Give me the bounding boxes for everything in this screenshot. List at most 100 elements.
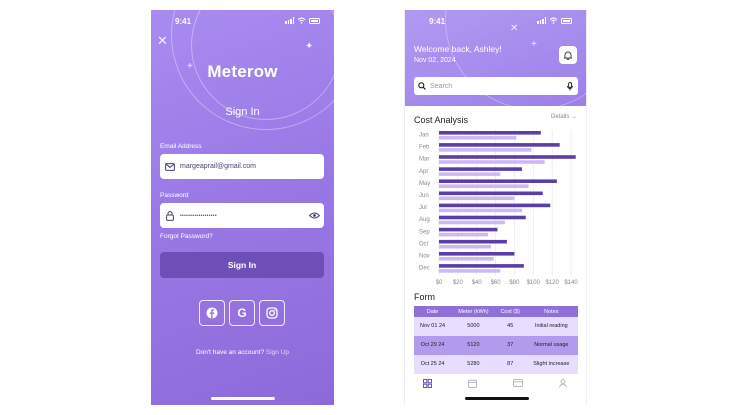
table-row[interactable]: Nov 01 24 5000 45 Initial reading <box>414 317 578 336</box>
bar <box>439 239 507 244</box>
details-link[interactable]: Details → <box>550 114 577 120</box>
signal-icon <box>285 17 294 24</box>
battery-icon <box>309 17 320 24</box>
bar <box>439 196 515 201</box>
home-indicator <box>211 397 275 400</box>
google-icon: G <box>237 306 247 320</box>
bar <box>439 252 515 256</box>
x-tick-label: $120 <box>545 280 559 286</box>
table-cell: Normal usage <box>524 336 578 355</box>
welcome-text: Welcome back, Ashley! <box>414 44 502 54</box>
table-cell: 45 <box>495 317 525 336</box>
facebook-icon <box>206 307 218 319</box>
mail-icon <box>160 162 180 171</box>
table-cell: Initial reading <box>524 317 578 336</box>
dashboard-screen: ✕ + 9:41 Welcome back, Ashley! Nov 02, 2… <box>404 10 587 405</box>
cost-analysis-chart: $0 $20 $40 $60 $80 $100 $120 $140 Jan Feb Mar Apr Ma… <box>419 130 578 286</box>
category-label: May <box>419 181 430 187</box>
x-tick-label: $40 <box>472 280 483 286</box>
cost-analysis-title: Cost Analysis <box>414 115 469 125</box>
x-tick-label: $0 <box>436 280 443 286</box>
x-tick-label: $100 <box>527 280 541 286</box>
password-value: •••••••••••••••••• <box>180 212 217 219</box>
email-field[interactable]: margeaprail@gmail.com <box>160 154 324 179</box>
tab-dashboard[interactable] <box>421 378 435 388</box>
bar <box>439 172 501 176</box>
bar <box>439 269 501 273</box>
tab-billing[interactable] <box>511 379 525 387</box>
table-row[interactable]: Oct 29 24 5120 37 Normal usage <box>414 336 578 355</box>
bar <box>439 208 522 213</box>
x-tick-label: $80 <box>509 280 520 286</box>
google-button[interactable]: G <box>229 300 255 326</box>
tab-profile[interactable] <box>556 378 570 388</box>
table-cell: Oct 25 24 <box>414 355 452 374</box>
bar <box>439 143 560 147</box>
password-label: Password <box>160 192 189 199</box>
category-label: Oct <box>419 241 429 247</box>
status-time: 9:41 <box>175 17 192 26</box>
table-row[interactable]: Oct 25 24 5280 87 Slight increase <box>414 355 578 374</box>
bar <box>439 257 494 261</box>
search-icon <box>414 82 430 90</box>
notification-button[interactable] <box>559 46 577 64</box>
x-tick-label: $140 <box>564 280 578 286</box>
category-label: Jun <box>419 193 429 199</box>
signal-icon <box>537 17 546 24</box>
bell-icon <box>564 51 572 60</box>
facebook-button[interactable] <box>199 300 225 326</box>
bar <box>439 167 522 171</box>
table-header: Date <box>414 306 452 317</box>
wifi-icon <box>549 17 558 24</box>
bar <box>439 220 505 225</box>
status-bar: 9:41 <box>405 16 586 30</box>
lock-icon <box>160 210 180 221</box>
home-indicator <box>465 397 529 400</box>
search-bar <box>414 77 578 95</box>
bar <box>439 160 545 164</box>
table-header: Notes <box>524 306 578 317</box>
search-input[interactable] <box>430 82 562 90</box>
password-field[interactable]: •••••••••••••••••• <box>160 203 324 228</box>
bar <box>439 227 498 232</box>
eye-icon[interactable] <box>304 212 324 219</box>
category-label: Mar <box>419 157 429 163</box>
sparkle-icon: ✕ <box>510 23 519 34</box>
table-header-row: Date Meter (kWh) Cost ($) Notes <box>414 306 578 317</box>
signin-button[interactable]: Sign In <box>160 252 324 278</box>
bar <box>439 131 541 135</box>
table-header: Meter (kWh) <box>451 306 496 317</box>
dashboard-header: ✕ + 9:41 Welcome back, Ashley! Nov 02, 2… <box>405 10 586 110</box>
bar <box>439 244 491 249</box>
status-bar: 9:41 <box>151 16 334 30</box>
category-label: Feb <box>419 145 430 151</box>
grid-icon <box>423 378 433 388</box>
tab-calendar[interactable] <box>466 379 480 388</box>
wifi-icon <box>297 17 306 24</box>
social-login-row: G <box>199 300 285 326</box>
instagram-button[interactable] <box>259 300 285 326</box>
app-logo: Meterow <box>207 62 278 81</box>
no-account-text: Don't have an account? <box>195 349 265 356</box>
bar <box>439 148 532 152</box>
signup-link[interactable]: Sign Up <box>265 349 290 356</box>
bar <box>439 203 551 208</box>
bottom-tab-bar <box>405 377 586 389</box>
category-label: Aug <box>419 217 430 223</box>
x-tick-label: $60 <box>491 280 502 286</box>
sparkle-icon: + <box>531 39 537 50</box>
battery-icon <box>561 17 572 24</box>
user-icon <box>559 378 568 388</box>
signup-prompt: Don't have an account? Sign Up <box>151 349 334 356</box>
bar <box>439 179 557 183</box>
card-icon <box>513 379 524 387</box>
mic-icon[interactable] <box>562 81 578 91</box>
status-time: 9:41 <box>429 17 446 26</box>
instagram-icon <box>266 307 278 319</box>
page-title: Sign In <box>225 106 260 118</box>
bar <box>439 155 576 159</box>
category-label: Nov <box>419 254 430 260</box>
bar <box>439 232 489 237</box>
forgot-password-link[interactable]: Forgot Password? <box>160 233 213 240</box>
email-label: Email Address <box>160 143 202 150</box>
